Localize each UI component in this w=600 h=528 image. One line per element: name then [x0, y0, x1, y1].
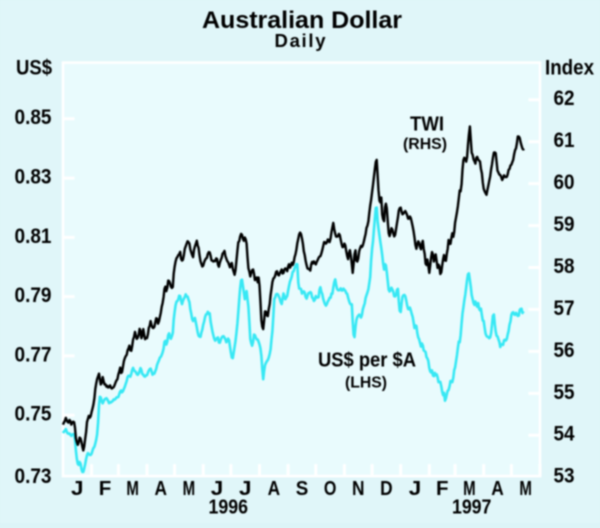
svg-text:M: M: [126, 477, 139, 500]
svg-text:M: M: [183, 477, 196, 500]
svg-text:S: S: [296, 477, 309, 500]
svg-text:61: 61: [554, 128, 575, 152]
svg-text:D: D: [380, 477, 393, 500]
svg-text:M: M: [519, 477, 532, 500]
svg-text:(LHS): (LHS): [345, 375, 387, 392]
svg-text:0.83: 0.83: [15, 164, 52, 188]
svg-text:54: 54: [554, 422, 575, 446]
svg-text:60: 60: [554, 170, 575, 194]
svg-text:(RHS): (RHS): [403, 136, 447, 153]
svg-text:Index: Index: [545, 56, 594, 80]
svg-text:0.79: 0.79: [15, 283, 52, 307]
svg-text:A: A: [491, 477, 504, 500]
svg-text:0.81: 0.81: [15, 224, 52, 248]
svg-text:Australian Dollar: Australian Dollar: [202, 7, 402, 34]
svg-text:M: M: [463, 477, 476, 500]
svg-text:58: 58: [554, 254, 575, 278]
svg-text:TWI: TWI: [410, 114, 444, 136]
svg-text:J: J: [211, 477, 224, 500]
svg-text:N: N: [352, 477, 365, 500]
svg-text:US$: US$: [16, 56, 52, 80]
svg-text:J: J: [409, 477, 422, 500]
svg-text:O: O: [324, 477, 337, 500]
svg-text:1996: 1996: [209, 496, 249, 519]
svg-text:US$ per $A: US$ per $A: [318, 349, 416, 371]
svg-text:F: F: [99, 477, 112, 500]
svg-text:0.77: 0.77: [15, 342, 52, 366]
svg-text:J: J: [71, 477, 84, 500]
svg-text:A: A: [268, 477, 281, 500]
svg-text:F: F: [436, 477, 449, 500]
svg-text:57: 57: [554, 296, 575, 320]
svg-text:62: 62: [554, 86, 575, 110]
svg-text:0.73: 0.73: [15, 464, 52, 488]
svg-text:0.75: 0.75: [15, 402, 52, 426]
svg-text:53: 53: [554, 464, 575, 488]
svg-text:J: J: [239, 477, 252, 500]
svg-text:0.85: 0.85: [15, 105, 52, 129]
svg-text:55: 55: [554, 380, 575, 404]
svg-text:1997: 1997: [452, 496, 492, 519]
svg-text:59: 59: [554, 212, 575, 236]
svg-text:A: A: [155, 477, 168, 500]
svg-text:56: 56: [554, 338, 575, 362]
